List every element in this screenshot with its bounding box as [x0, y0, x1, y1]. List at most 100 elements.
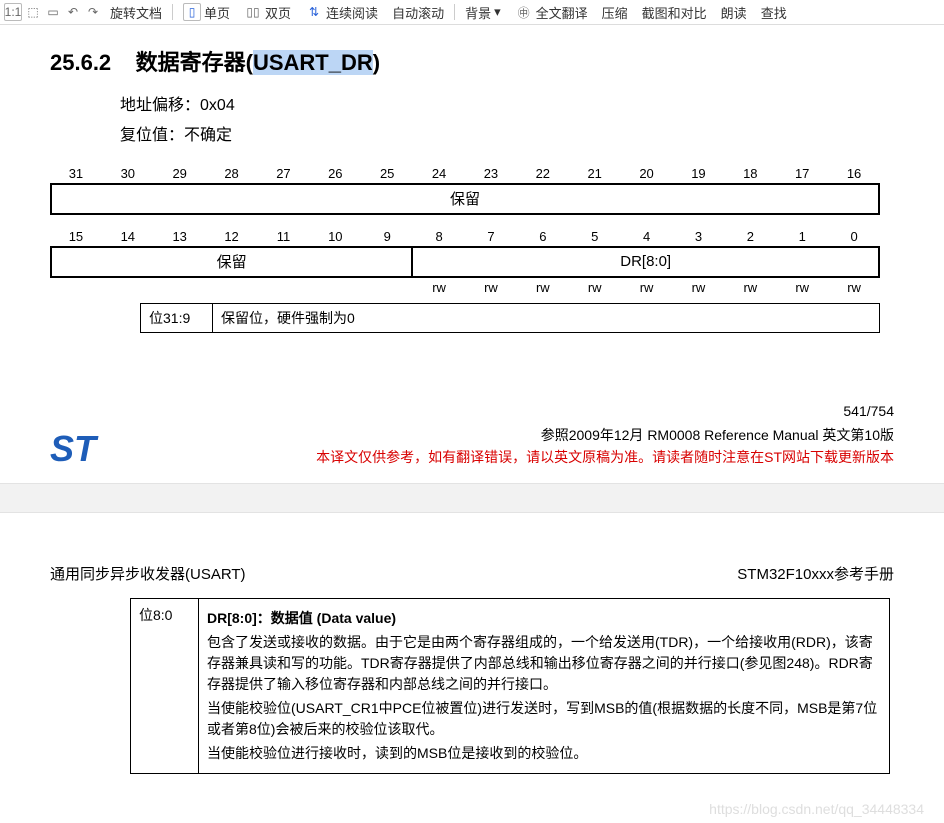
rotate-right-icon[interactable]: ↷	[84, 3, 102, 21]
bit-number: 11	[258, 229, 310, 244]
read-aloud-button[interactable]: 朗读	[715, 3, 753, 22]
rw-cell: rw	[828, 280, 880, 295]
bit-number: 7	[465, 229, 517, 244]
rw-cell	[154, 280, 206, 295]
reset-value-line: 复位值：不确定	[120, 121, 894, 151]
section-title-post: )	[373, 50, 380, 75]
rw-cell	[102, 280, 154, 295]
rw-cell: rw	[673, 280, 725, 295]
desc2-line1: DR[8:0]：数据值 (Data value)	[207, 610, 396, 626]
register-low-row: 保留 DR[8:0]	[50, 246, 880, 278]
rw-cell: rw	[517, 280, 569, 295]
reset-label: 复位值：	[120, 127, 184, 144]
compress-button[interactable]: 压缩	[596, 3, 634, 22]
page2-header: 通用同步异步收发器(USART) STM32F10xxx参考手册	[50, 563, 894, 584]
bit-number: 2	[724, 229, 776, 244]
section-title-pre: 数据寄存器(	[136, 50, 253, 75]
rw-cell	[361, 280, 413, 295]
single-page-icon: ▯	[183, 3, 201, 21]
rw-cell: rw	[621, 280, 673, 295]
continuous-button[interactable]: ⇅连续阅读	[299, 3, 384, 22]
crop-compare-button[interactable]: 截图和对比	[636, 3, 713, 22]
bit-number: 26	[309, 166, 361, 181]
address-label: 地址偏移：	[120, 97, 200, 114]
desc2-bits: 位8:0	[131, 599, 199, 773]
fit-page-icon[interactable]: ▭	[44, 3, 62, 21]
fit-width-icon[interactable]: ⬚	[24, 3, 42, 21]
rw-cell	[206, 280, 258, 295]
background-label: 背景	[465, 3, 491, 22]
double-page-icon: ▯▯	[244, 3, 262, 21]
desc2-body: DR[8:0]：数据值 (Data value) 包含了发送或接收的数据。由于它…	[199, 599, 889, 773]
bit-number: 1	[776, 229, 828, 244]
bit-number: 18	[724, 166, 776, 181]
register-low-dr: DR[8:0]	[620, 253, 671, 270]
bit-number: 3	[673, 229, 725, 244]
bit-number: 22	[517, 166, 569, 181]
rw-row: rwrwrwrwrwrwrwrwrw	[50, 280, 880, 295]
autoscroll-button[interactable]: 自动滚动	[386, 3, 450, 22]
page-number: 541/754	[50, 403, 894, 419]
bit-number: 9	[361, 229, 413, 244]
section-title-selected: USART_DR	[253, 50, 373, 75]
bit-number: 28	[206, 166, 258, 181]
bit-number: 5	[569, 229, 621, 244]
pdf-toolbar: 1:1 ⬚ ▭ ↶ ↷ 旋转文档 ▯单页 ▯▯双页 ⇅连续阅读 自动滚动 背景 …	[0, 0, 944, 25]
find-button[interactable]: 查找	[755, 3, 793, 22]
bit-number: 6	[517, 229, 569, 244]
bit-description-table-2: 位8:0 DR[8:0]：数据值 (Data value) 包含了发送或接收的数…	[130, 598, 890, 774]
continuous-label: 连续阅读	[326, 3, 378, 22]
page-gap	[0, 483, 944, 513]
register-high-row: 保留	[50, 183, 880, 215]
desc2-line2: 包含了发送或接收的数据。由于它是由两个寄存器组成的，一个给发送用(TDR)，一个…	[207, 632, 881, 695]
rotate-left-icon[interactable]: ↶	[64, 3, 82, 21]
single-page-button[interactable]: ▯单页	[177, 3, 236, 22]
page2-header-right: STM32F10xxx参考手册	[737, 563, 894, 584]
bit-description-table-1: 位31:9 保留位，硬件强制为0	[140, 303, 880, 333]
desc2-line4: 当使能校验位进行接收时，读到的MSB位是接收到的校验位。	[207, 743, 881, 764]
single-page-label: 单页	[204, 3, 230, 22]
rw-cell: rw	[465, 280, 517, 295]
pdf-page-1: 25.6.2 数据寄存器(USART_DR) 地址偏移：0x04 复位值：不确定…	[0, 25, 944, 343]
bit-numbers-low: 1514131211109876543210	[50, 229, 880, 244]
background-button[interactable]: 背景 ▾	[459, 3, 507, 22]
bit-number: 24	[413, 166, 465, 181]
double-page-button[interactable]: ▯▯双页	[238, 3, 297, 22]
rw-cell: rw	[776, 280, 828, 295]
continuous-icon: ⇅	[305, 3, 323, 21]
bit-number: 8	[413, 229, 465, 244]
page-footer: 541/754 ST 参照2009年12月 RM0008 Reference M…	[0, 403, 944, 467]
register-high-label: 保留	[450, 188, 480, 209]
bit-number: 14	[102, 229, 154, 244]
bit-numbers-high: 31302928272625242322212019181716	[50, 166, 880, 181]
tool-icon-1[interactable]: 1:1	[4, 3, 22, 21]
bit-number: 27	[258, 166, 310, 181]
desc1-bits: 位31:9	[141, 304, 213, 332]
address-offset-line: 地址偏移：0x04	[120, 91, 894, 121]
desc1-text: 保留位，硬件强制为0	[213, 304, 879, 332]
desc2-line3: 当使能校验位(USART_CR1中PCE位被置位)进行发送时，写到MSB的值(根…	[207, 698, 881, 740]
bit-number: 19	[673, 166, 725, 181]
bit-number: 15	[50, 229, 102, 244]
bit-number: 30	[102, 166, 154, 181]
reset-value: 不确定	[184, 127, 232, 144]
watermark: https://blog.csdn.net/qq_34448334	[709, 801, 924, 817]
st-logo: ST	[50, 431, 96, 467]
bit-number: 10	[309, 229, 361, 244]
bit-number: 17	[776, 166, 828, 181]
rw-cell: rw	[413, 280, 465, 295]
disclaimer-line: 本译文仅供参考，如有翻译错误，请以英文原稿为准。请读者随时注意在ST网站下载更新…	[96, 447, 894, 467]
rw-cell	[309, 280, 361, 295]
translate-label: 全文翻译	[536, 3, 588, 22]
translate-icon: ㊥	[515, 3, 533, 21]
section-heading: 25.6.2 数据寄存器(USART_DR)	[50, 45, 894, 77]
reference-line: 参照2009年12月 RM0008 Reference Manual 英文第10…	[96, 425, 894, 445]
pdf-page-2: 通用同步异步收发器(USART) STM32F10xxx参考手册 位8:0 DR…	[0, 513, 944, 774]
bit-number: 21	[569, 166, 621, 181]
bit-number: 25	[361, 166, 413, 181]
bit-number: 23	[465, 166, 517, 181]
bit-number: 4	[621, 229, 673, 244]
translate-button[interactable]: ㊥全文翻译	[509, 3, 594, 22]
rw-cell: rw	[569, 280, 621, 295]
rotate-doc-button[interactable]: 旋转文档	[104, 3, 168, 22]
